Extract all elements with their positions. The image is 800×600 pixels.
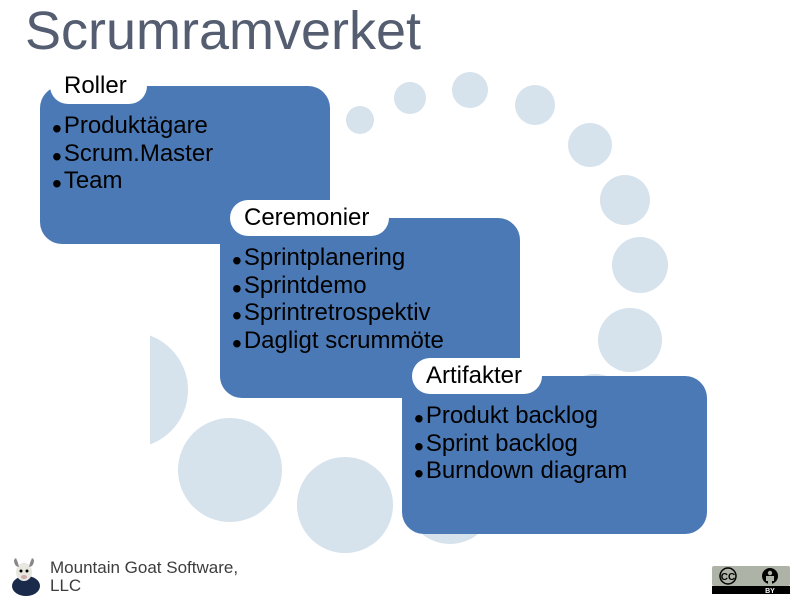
item-text: Produkt backlog [426, 402, 598, 430]
bullet-icon: • [52, 144, 62, 169]
item-text: Dagligt scrummöte [244, 327, 444, 355]
list-item: •Scrum.Master [52, 140, 314, 168]
item-text: Sprint backlog [426, 430, 578, 458]
item-text: Produktägare [64, 112, 208, 140]
box-header-roller: Roller [50, 68, 147, 104]
svg-text:CC: CC [721, 572, 735, 583]
bullet-icon: • [414, 461, 424, 486]
footer: Mountain Goat Software, LLC [6, 556, 238, 598]
list-item: •Sprintretrospektiv [232, 299, 504, 327]
list-item: •Sprintplanering [232, 244, 504, 272]
box-header-ceremonier: Ceremonier [230, 200, 389, 236]
bullet-icon: • [414, 434, 424, 459]
bullet-icon: • [52, 116, 62, 141]
svg-text:BY: BY [765, 588, 775, 594]
item-text: Sprintdemo [244, 272, 367, 300]
bullet-icon: • [414, 406, 424, 431]
list-item: •Team [52, 167, 314, 195]
item-text: Sprintretrospektiv [244, 299, 431, 327]
footer-text: Mountain Goat Software, LLC [50, 559, 238, 595]
list-item: •Sprintdemo [232, 272, 504, 300]
cc-by-icon: CC BY [712, 566, 790, 594]
list-item: •Dagligt scrummöte [232, 327, 504, 355]
item-text: Scrum.Master [64, 140, 213, 168]
list-item: •Produktägare [52, 112, 314, 140]
bullet-icon: • [52, 171, 62, 196]
bullet-icon: • [232, 276, 242, 301]
item-text: Sprintplanering [244, 244, 405, 272]
footer-line1: Mountain Goat Software, [50, 559, 238, 577]
bullet-icon: • [232, 331, 242, 356]
box-artifakter: Artifakter•Produkt backlog•Sprint backlo… [402, 376, 707, 534]
list-item: •Produkt backlog [414, 402, 691, 430]
box-body-ceremonier: •Sprintplanering•Sprintdemo•Sprintretros… [220, 218, 520, 364]
bullet-icon: • [232, 248, 242, 273]
goat-logo-icon [6, 556, 46, 598]
box-header-artifakter: Artifakter [412, 358, 542, 394]
bullet-icon: • [232, 303, 242, 328]
item-text: Team [64, 167, 123, 195]
list-item: •Sprint backlog [414, 430, 691, 458]
list-item: •Burndown diagram [414, 457, 691, 485]
footer-line2: LLC [50, 577, 238, 595]
item-text: Burndown diagram [426, 457, 627, 485]
